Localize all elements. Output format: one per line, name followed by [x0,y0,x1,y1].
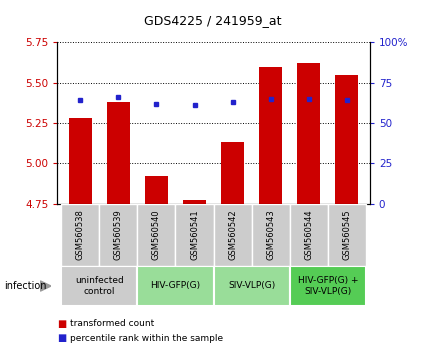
Text: SIV-VLP(G): SIV-VLP(G) [228,281,275,290]
Text: GSM560541: GSM560541 [190,209,199,260]
Bar [176,204,214,266]
Bar [214,204,252,266]
Bar [290,266,366,306]
Text: GDS4225 / 241959_at: GDS4225 / 241959_at [144,13,281,27]
Bar [137,266,214,306]
Bar [290,204,328,266]
Bar [252,204,290,266]
Text: GSM560539: GSM560539 [114,209,123,260]
Bar [298,63,320,204]
Bar [137,204,176,266]
Text: GSM560542: GSM560542 [228,209,237,260]
Text: GSM560544: GSM560544 [304,209,313,260]
Bar [107,102,130,204]
Bar [145,176,168,204]
Text: HIV-GFP(G): HIV-GFP(G) [150,281,201,290]
Text: GSM560545: GSM560545 [343,209,351,260]
Bar [61,204,99,266]
Bar [61,266,137,306]
Text: HIV-GFP(G) +
SIV-VLP(G): HIV-GFP(G) + SIV-VLP(G) [298,276,358,296]
Bar [183,200,206,204]
Text: ■: ■ [57,319,67,329]
Text: GSM560543: GSM560543 [266,209,275,260]
Text: GSM560540: GSM560540 [152,209,161,260]
Bar [69,118,92,204]
Text: ■: ■ [57,333,67,343]
Bar [214,266,290,306]
Text: GSM560538: GSM560538 [76,209,85,260]
Bar [99,204,137,266]
Bar [259,67,282,204]
Text: percentile rank within the sample: percentile rank within the sample [70,333,223,343]
Bar [335,75,358,204]
Text: infection: infection [4,281,47,291]
Bar [328,204,366,266]
Bar [221,142,244,204]
Text: uninfected
control: uninfected control [75,276,124,296]
Text: transformed count: transformed count [70,319,154,329]
Polygon shape [40,281,51,291]
